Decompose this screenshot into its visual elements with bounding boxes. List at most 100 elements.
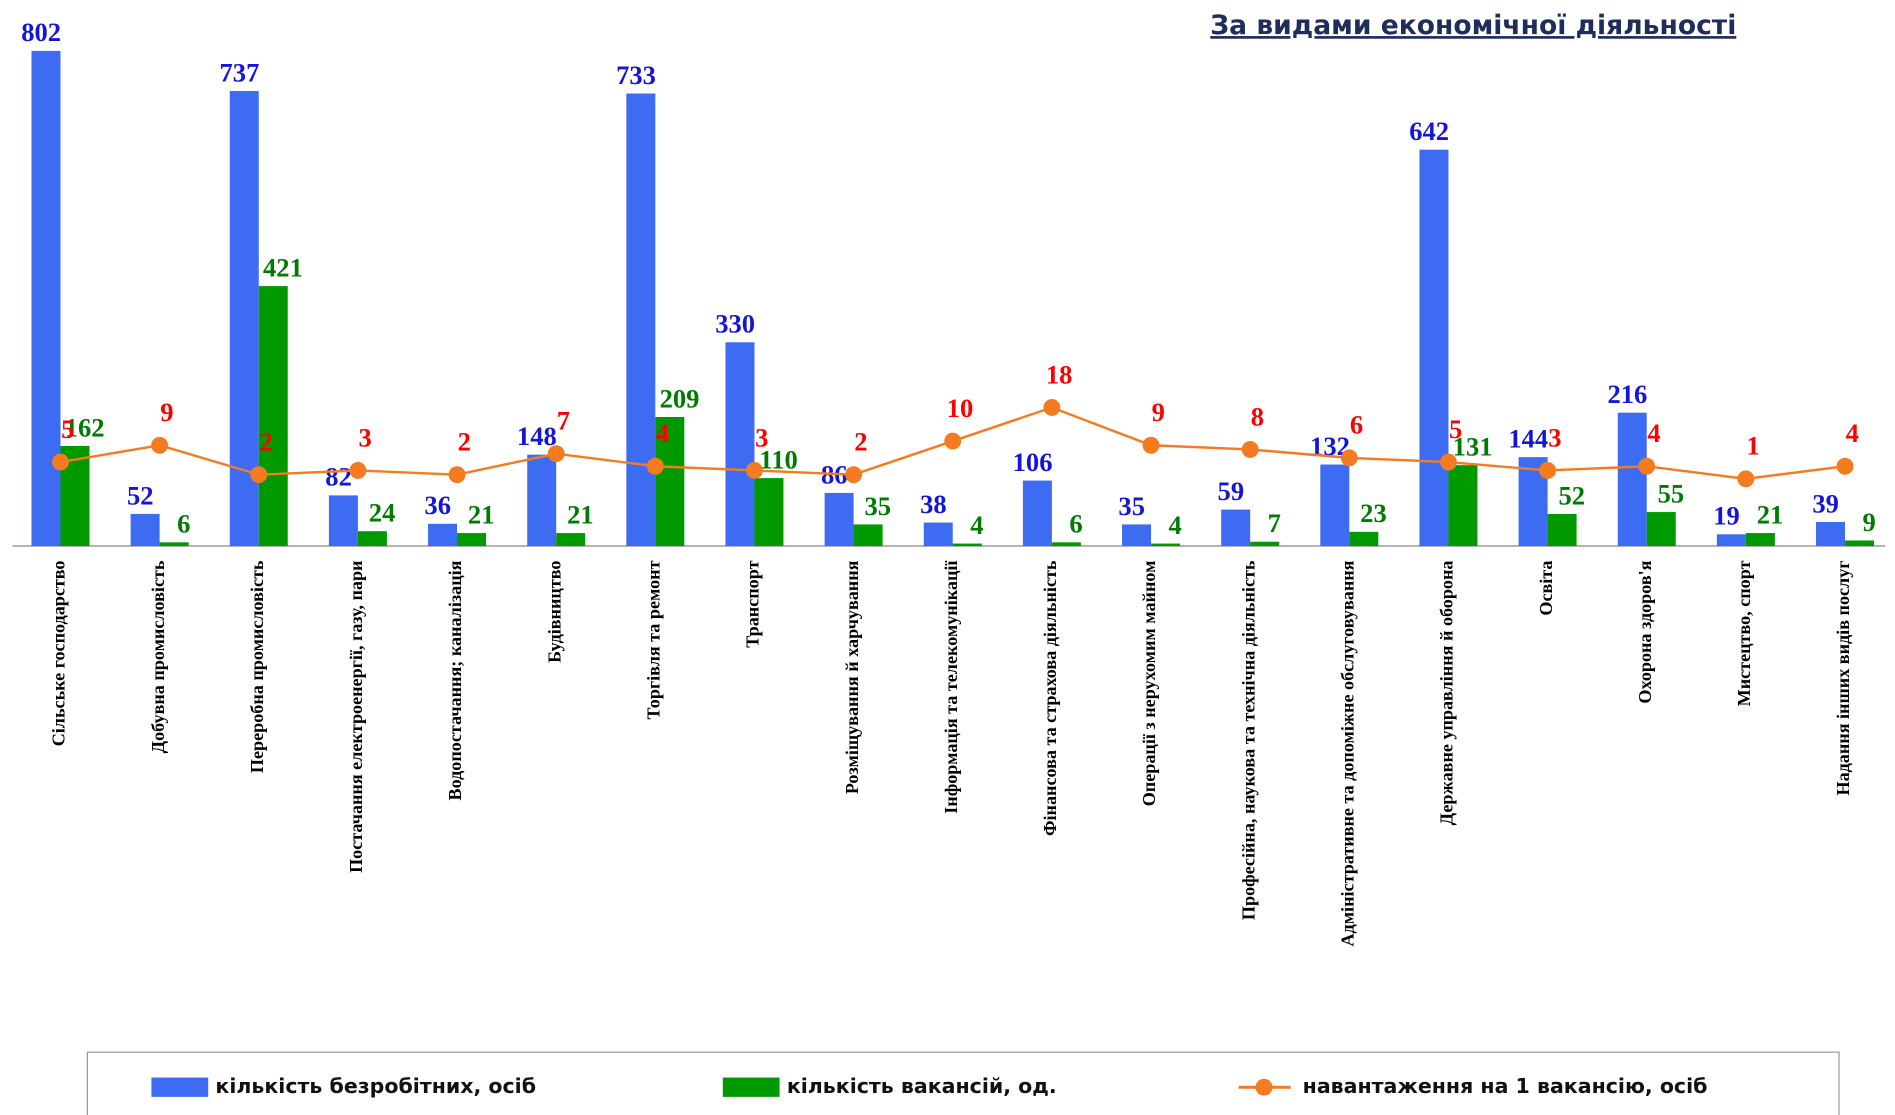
data-label: 733 bbox=[616, 60, 656, 90]
bar bbox=[1419, 149, 1449, 547]
data-label: 802 bbox=[21, 17, 61, 47]
line-point bbox=[151, 436, 169, 454]
data-label: 5 bbox=[1449, 414, 1462, 444]
bar bbox=[1221, 509, 1251, 547]
data-label: 9 bbox=[1863, 507, 1876, 537]
bar bbox=[1716, 534, 1746, 547]
bar bbox=[1250, 541, 1280, 547]
data-label: 4 bbox=[1169, 510, 1182, 540]
data-label: 9 bbox=[160, 397, 173, 427]
data-label: 9 bbox=[1152, 397, 1165, 427]
data-label: 4 bbox=[970, 510, 983, 540]
x-tick-label: Мистецтво, спорт bbox=[1734, 560, 1754, 706]
legend-box bbox=[86, 1051, 1840, 1115]
data-label: 8 bbox=[1251, 401, 1264, 431]
bar bbox=[258, 286, 288, 547]
data-label: 35 bbox=[864, 491, 891, 521]
line-point bbox=[1439, 453, 1457, 471]
data-label: 3 bbox=[755, 422, 768, 452]
bar bbox=[527, 454, 557, 547]
legend-swatch bbox=[722, 1077, 780, 1097]
x-tick-label: Постачання електроенергії, газу, пари bbox=[346, 561, 366, 873]
bar bbox=[457, 533, 487, 547]
data-label: 21 bbox=[468, 499, 495, 529]
bar bbox=[1349, 531, 1379, 547]
line-point bbox=[1737, 470, 1755, 488]
bar bbox=[754, 478, 784, 547]
line-point bbox=[646, 457, 664, 475]
line-point bbox=[845, 466, 863, 484]
data-label: 421 bbox=[263, 252, 303, 282]
bar bbox=[1547, 513, 1577, 547]
bar bbox=[556, 533, 586, 547]
data-label: 6 bbox=[177, 509, 190, 539]
line-point bbox=[1836, 457, 1854, 475]
data-label: 52 bbox=[1558, 480, 1585, 510]
data-label: 2 bbox=[854, 426, 867, 456]
data-label: 23 bbox=[1360, 498, 1387, 528]
data-label: 2 bbox=[458, 426, 471, 456]
data-label: 24 bbox=[369, 498, 396, 528]
data-label: 4 bbox=[1846, 418, 1859, 448]
data-label: 18 bbox=[1046, 359, 1073, 389]
x-tick-label: Сільське господарство bbox=[49, 561, 69, 747]
line-point bbox=[349, 462, 367, 479]
bar bbox=[1845, 540, 1875, 547]
legend-swatch bbox=[1255, 1078, 1273, 1096]
line-point bbox=[746, 462, 763, 479]
x-tick-label: Водопостачання; каналізація bbox=[445, 560, 465, 800]
data-label: 4 bbox=[1647, 418, 1660, 448]
bar bbox=[655, 416, 685, 547]
data-label: 131 bbox=[1453, 431, 1493, 461]
bar bbox=[1646, 512, 1676, 547]
line-point bbox=[1142, 436, 1160, 454]
bar bbox=[1617, 412, 1647, 547]
x-tick-label: Транспорт bbox=[743, 560, 763, 647]
data-label: 216 bbox=[1607, 379, 1647, 409]
x-tick-label: Добувна промисловість bbox=[148, 560, 168, 753]
data-label: 39 bbox=[1812, 488, 1839, 518]
bar bbox=[1448, 465, 1478, 547]
bar bbox=[1151, 543, 1181, 547]
data-label: 7 bbox=[557, 406, 570, 436]
line-point bbox=[1241, 441, 1259, 458]
data-label: 642 bbox=[1409, 116, 1449, 146]
x-tick-label: Фінансова та страхова діяльність bbox=[1040, 560, 1060, 836]
data-label: 162 bbox=[65, 412, 105, 442]
data-label: 148 bbox=[517, 421, 557, 451]
bar bbox=[1320, 464, 1350, 547]
bar bbox=[159, 542, 189, 547]
data-label: 1 bbox=[1746, 431, 1759, 461]
bar bbox=[31, 50, 61, 547]
x-tick-label: Будівництво bbox=[544, 561, 564, 663]
line-point bbox=[1043, 399, 1061, 416]
data-label: 737 bbox=[220, 57, 260, 87]
x-tick-label: Операції з нерухомим майном bbox=[1139, 561, 1159, 807]
legend-swatch bbox=[151, 1077, 209, 1097]
line-point bbox=[944, 432, 962, 450]
bar bbox=[626, 93, 656, 547]
line-point bbox=[448, 466, 466, 484]
bar bbox=[1022, 480, 1052, 547]
data-label: 21 bbox=[567, 499, 594, 529]
legend-label: кількість безробітних, осіб bbox=[215, 1074, 536, 1098]
data-label: 4 bbox=[656, 418, 669, 448]
x-tick-label: Інформація та телекомунікації bbox=[941, 560, 961, 814]
bar bbox=[1122, 524, 1152, 547]
data-label: 2 bbox=[259, 426, 272, 456]
bar bbox=[725, 342, 755, 547]
bar bbox=[923, 522, 953, 547]
bar bbox=[130, 513, 160, 547]
data-label: 21 bbox=[1757, 499, 1784, 529]
data-label: 6 bbox=[1350, 410, 1363, 440]
bar bbox=[853, 524, 883, 547]
legend-label: навантаження на 1 вакансію, осіб bbox=[1303, 1074, 1708, 1098]
legend-label: кількість вакансій, од. bbox=[787, 1074, 1057, 1098]
x-tick-label: Освіта bbox=[1536, 561, 1556, 616]
data-label: 3 bbox=[359, 422, 372, 452]
data-label: 36 bbox=[424, 490, 451, 520]
bar bbox=[1816, 521, 1846, 547]
line-point bbox=[1539, 462, 1557, 479]
x-tick-label: Розміщування й харчування bbox=[842, 560, 862, 794]
line-point bbox=[1638, 457, 1656, 475]
